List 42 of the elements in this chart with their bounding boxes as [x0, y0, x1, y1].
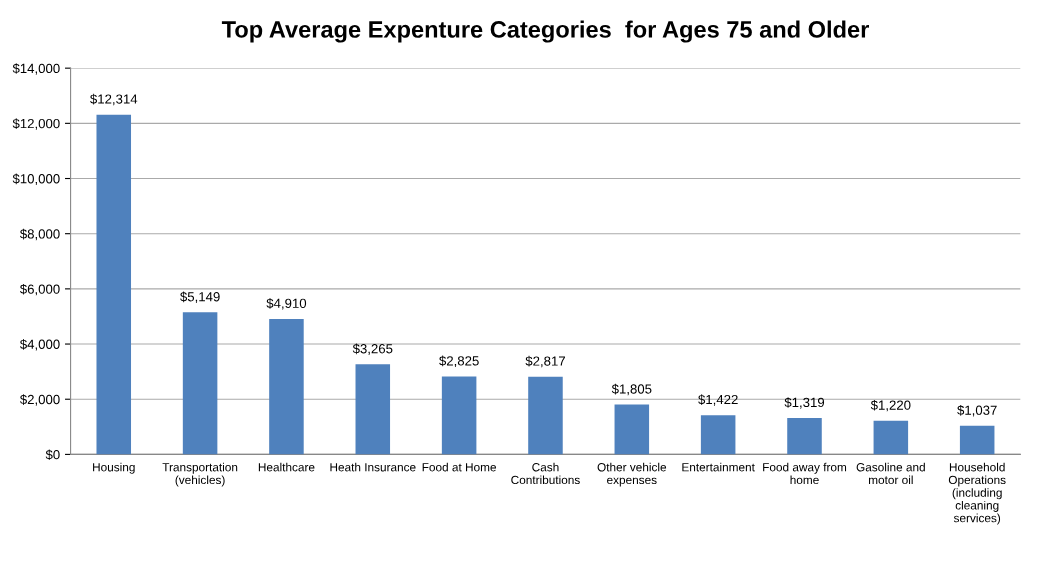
y-tick-label: $10,000: [12, 173, 60, 185]
bar: [269, 318, 304, 455]
y-tick-label: $0: [45, 449, 60, 461]
data-label: $3,265: [352, 343, 393, 355]
x-tick-label: Gasoline and motor oil: [856, 462, 925, 485]
bar: [355, 364, 391, 455]
x-tick-label: Entertainment: [682, 462, 755, 472]
x-tick-label: Transportation (vehicles): [162, 462, 238, 487]
bar: [182, 312, 218, 455]
data-label: $1,319: [784, 397, 825, 409]
y-tick-label: $14,000: [12, 63, 60, 75]
data-label: $1,037: [957, 404, 997, 417]
data-label: $2,825: [439, 355, 479, 368]
x-tick-label: Food away from home: [763, 462, 847, 485]
x-tick-label: Food at Home: [422, 462, 497, 472]
y-tick-label: $8,000: [19, 228, 60, 241]
bar: [96, 114, 132, 455]
y-tick-label: $4,000: [19, 339, 60, 351]
data-label: $5,149: [180, 291, 220, 303]
bar: [614, 404, 650, 455]
data-label: $12,314: [90, 93, 138, 106]
chart-title: Top Average Expenture Categories for Ages 75 and Older: [221, 20, 869, 43]
x-tick-label: Housing: [93, 462, 135, 474]
data-label: $2,817: [525, 355, 565, 368]
x-tick-label: Other vehicle expenses: [597, 462, 667, 487]
x-tick-label: Healthcare: [258, 462, 315, 472]
y-tick-label: $6,000: [19, 283, 60, 296]
data-label: $1,220: [870, 399, 911, 412]
y-tick-label: $2,000: [19, 394, 60, 406]
bar: [528, 376, 563, 455]
data-label: $1,805: [611, 383, 652, 396]
bar: [700, 415, 736, 455]
x-tick-label: Heath Insurance: [330, 462, 416, 472]
data-label: $4,910: [266, 298, 307, 310]
x-tick-label: Household Operations (including cleaning services): [948, 462, 1006, 525]
data-label: $1,422: [698, 394, 738, 406]
bar: [787, 418, 822, 455]
bar: [441, 376, 477, 455]
bar: [873, 420, 909, 455]
bar: [959, 425, 995, 455]
y-tick-label: $12,000: [12, 118, 60, 130]
x-tick-label: Cash Contributions: [511, 462, 580, 485]
